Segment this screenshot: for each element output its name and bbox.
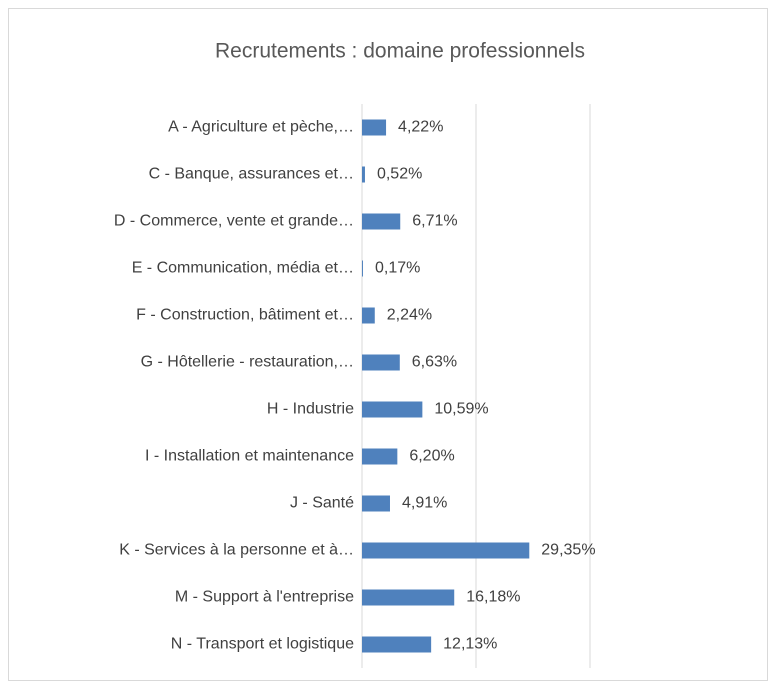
y-tick-label: J - Santé xyxy=(290,495,354,512)
y-tick-label: F - Construction, bâtiment et… xyxy=(136,307,354,324)
bar xyxy=(362,495,390,512)
data-label: 0,17% xyxy=(375,260,420,277)
y-tick-label: D - Commerce, vente et grande… xyxy=(114,213,354,230)
data-label: 6,63% xyxy=(412,354,457,371)
y-tick-label: C - Banque, assurances et… xyxy=(149,166,354,183)
data-label: 10,59% xyxy=(434,401,488,418)
bar xyxy=(362,213,401,230)
data-label: 2,24% xyxy=(387,307,432,324)
y-tick-label: N - Transport et logistique xyxy=(171,636,354,653)
bar xyxy=(362,542,530,559)
bar xyxy=(362,448,398,465)
data-label: 4,91% xyxy=(402,495,447,512)
data-label: 6,20% xyxy=(409,448,454,465)
y-tick-label: M - Support à l'entreprise xyxy=(175,589,354,606)
data-label: 6,71% xyxy=(412,213,457,230)
bar xyxy=(362,307,375,324)
bar xyxy=(362,119,387,136)
bar xyxy=(362,166,365,183)
chart-frame xyxy=(8,8,768,681)
chart-title: Recrutements : domaine professionnels xyxy=(215,40,585,63)
bar xyxy=(362,589,455,606)
y-tick-label: I - Installation et maintenance xyxy=(145,448,354,465)
bar xyxy=(362,260,363,277)
y-tick-label: G - Hôtellerie - restauration,… xyxy=(141,354,354,371)
data-label: 16,18% xyxy=(466,589,520,606)
data-label: 12,13% xyxy=(443,636,497,653)
y-tick-label: A - Agriculture et pèche,… xyxy=(168,119,354,136)
data-label: 0,52% xyxy=(377,166,422,183)
y-tick-label: K - Services à la personne et à… xyxy=(119,542,354,559)
y-tick-label: H - Industrie xyxy=(267,401,354,418)
bar xyxy=(362,354,400,371)
data-label: 4,22% xyxy=(398,119,443,136)
bar xyxy=(362,636,432,653)
bar xyxy=(362,401,423,418)
data-label: 29,35% xyxy=(541,542,595,559)
y-tick-label: E - Communication, média et… xyxy=(132,260,354,277)
